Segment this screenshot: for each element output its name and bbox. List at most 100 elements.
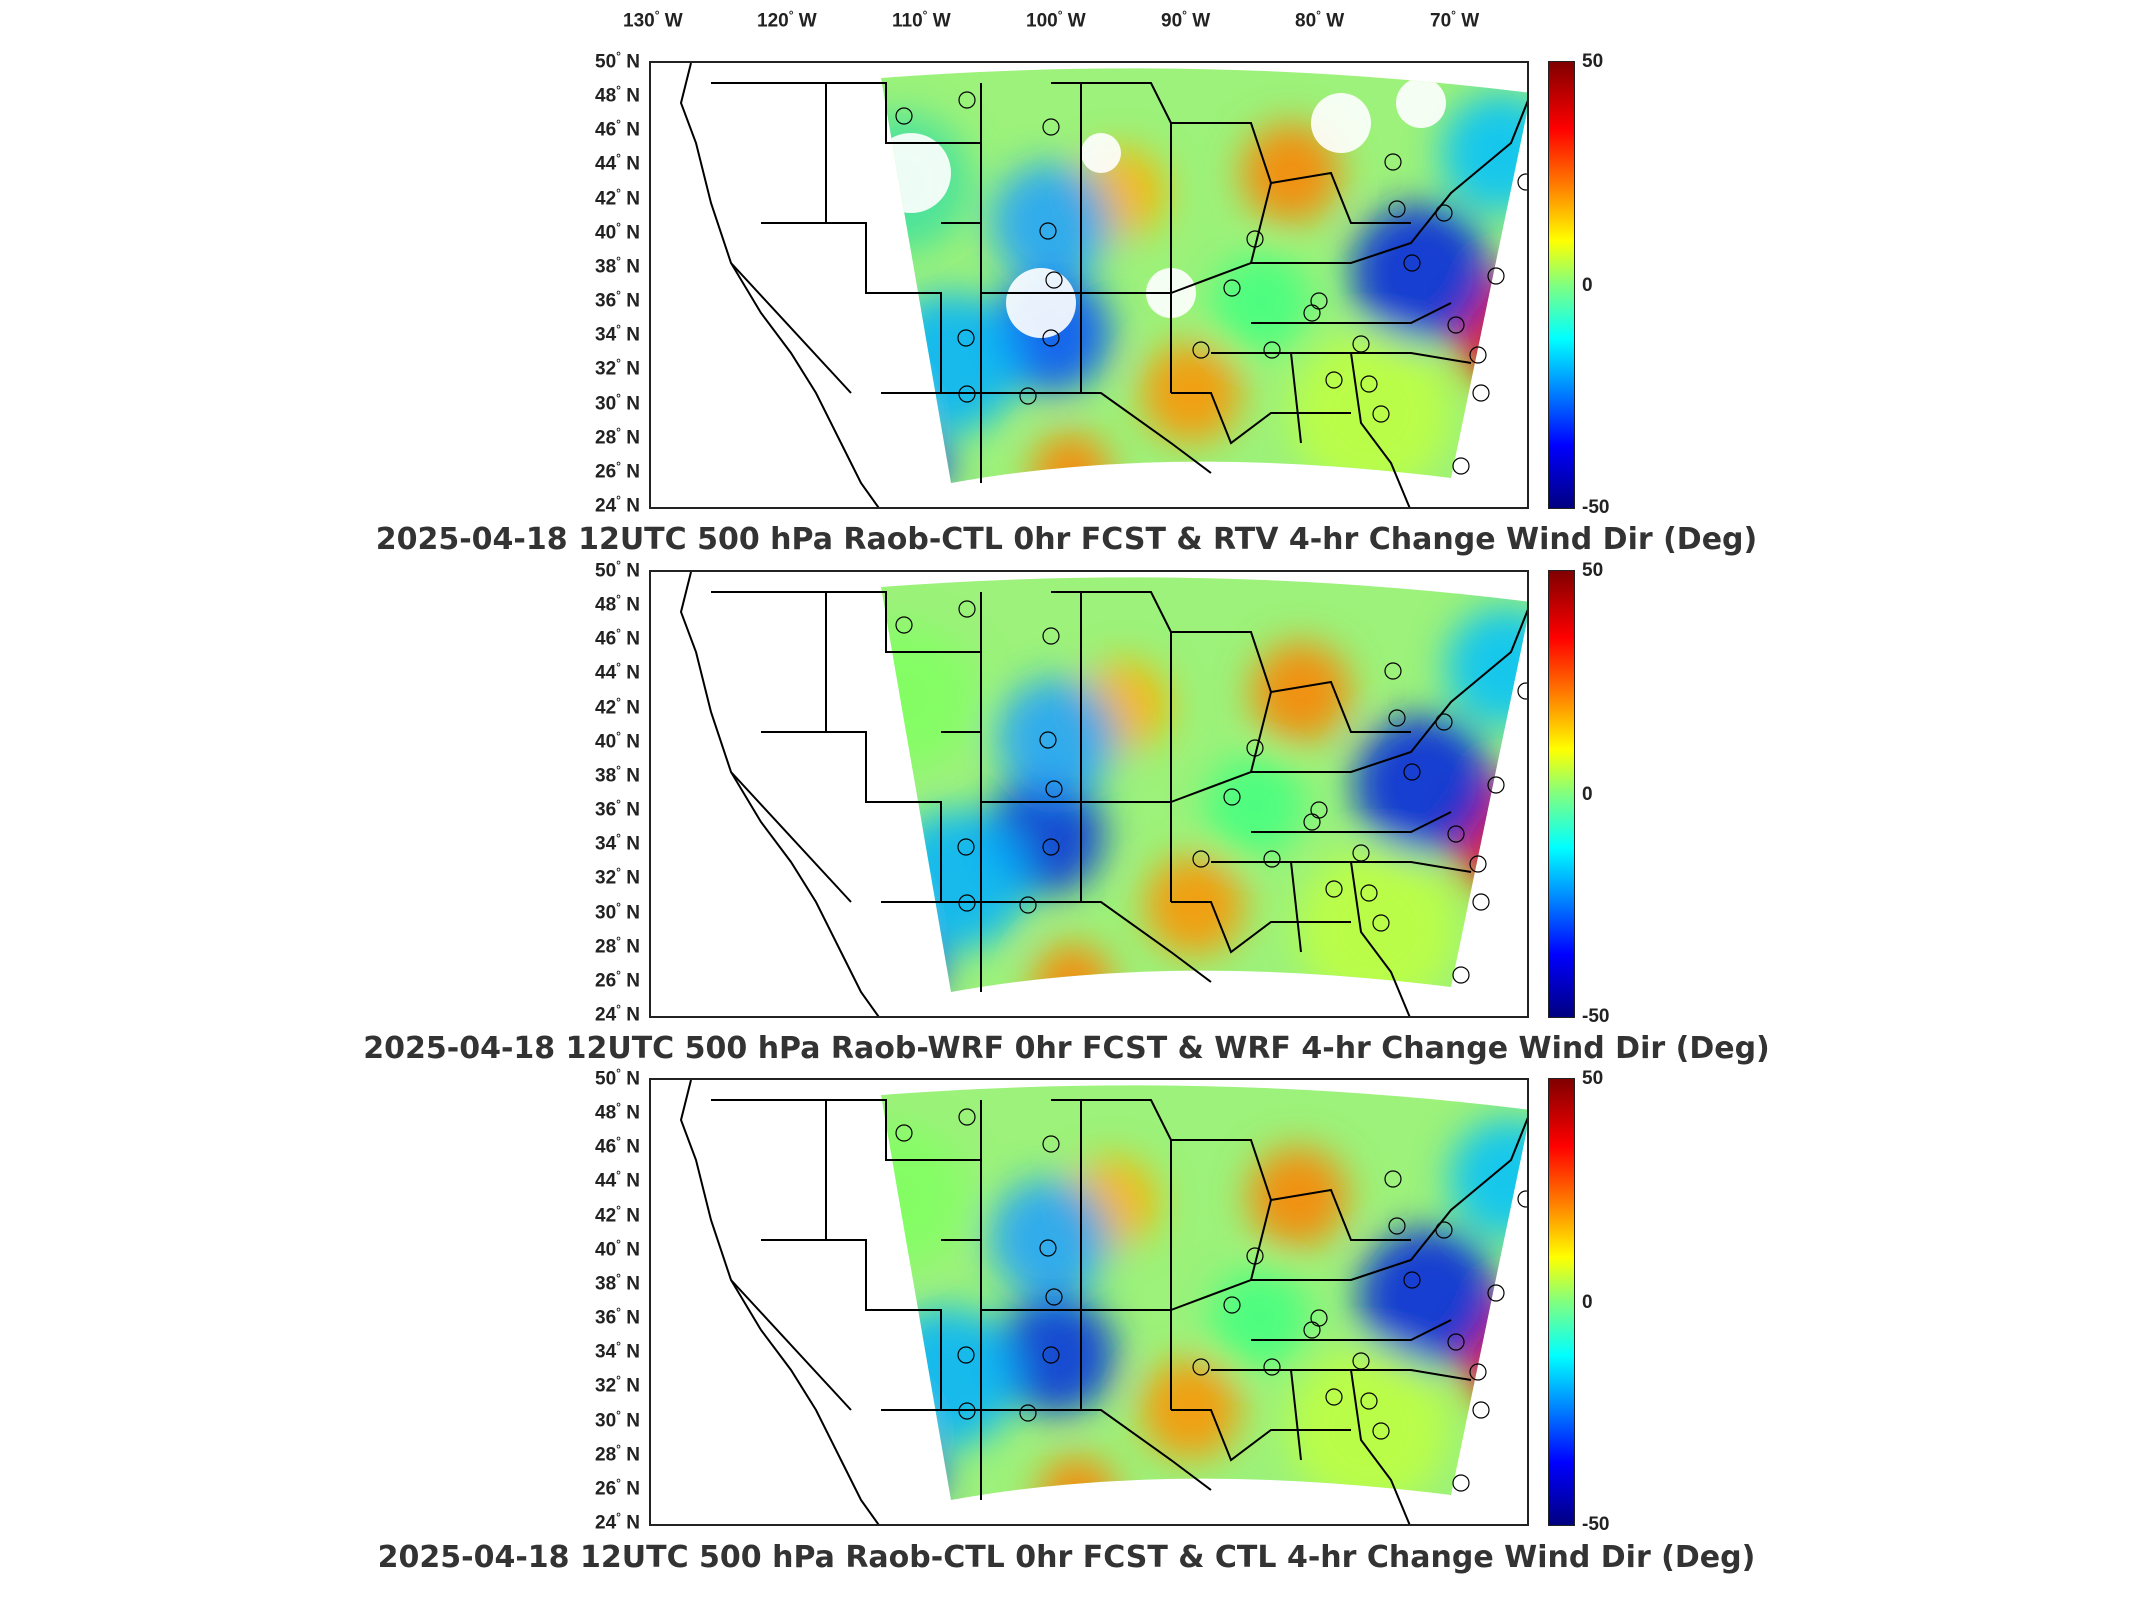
degree-symbol: ° — [616, 1339, 621, 1354]
lat-tick-value: 28 — [595, 427, 617, 449]
lat-hemisphere: N — [626, 1375, 640, 1397]
raob-station-marker — [1469, 1363, 1487, 1381]
lat-tick-value: 28 — [595, 1444, 617, 1466]
map-panel — [649, 570, 1529, 1018]
raob-station-marker — [1042, 118, 1060, 136]
lat-hemisphere: N — [626, 1341, 640, 1363]
lat-tick-label: 48° N — [574, 592, 640, 616]
raob-stations — [895, 91, 1527, 475]
degree-symbol: ° — [616, 660, 621, 675]
lon-hemisphere: W — [1461, 10, 1480, 32]
lat-hemisphere: N — [626, 1239, 640, 1261]
degree-symbol: ° — [616, 1236, 621, 1251]
lat-hemisphere: N — [626, 970, 640, 992]
lat-tick-label: 36° N — [574, 1305, 640, 1329]
lat-tick-value: 44 — [595, 1170, 617, 1192]
raob-station-marker — [1325, 371, 1343, 389]
lat-tick-value: 32 — [595, 867, 617, 889]
wind-direction-change-map — [679, 572, 1527, 1016]
lat-tick-label: 48° N — [574, 83, 640, 107]
colorbar-min-value: -50 — [1582, 1514, 1610, 1535]
raob-station-marker — [1452, 457, 1470, 475]
raob-station-marker — [1263, 1358, 1281, 1376]
panel-title-text: 2025-04-18 12UTC 500 hPa Raob-CTL 0hr FC… — [377, 1540, 1756, 1575]
lat-tick-label: 46° N — [574, 1134, 640, 1158]
lat-tick-value: 50 — [595, 51, 617, 73]
raob-station-marker — [1360, 375, 1378, 393]
lat-tick-value: 24 — [595, 1004, 617, 1026]
lat-tick-label: 44° N — [574, 660, 640, 684]
lat-hemisphere: N — [626, 324, 640, 346]
raob-station-marker — [1403, 763, 1421, 781]
lat-hemisphere: N — [626, 1307, 640, 1329]
lat-tick-value: 24 — [595, 495, 617, 517]
degree-symbol: ° — [616, 694, 621, 709]
lon-hemisphere: W — [798, 10, 817, 32]
lat-tick-label: 34° N — [574, 1339, 640, 1363]
raob-station-marker — [1192, 1358, 1210, 1376]
colorbar-min-value: -50 — [1582, 1006, 1610, 1027]
lon-tick-value: 100 — [1026, 10, 1058, 32]
lat-tick-value: 38 — [595, 765, 617, 787]
raob-station-marker — [1487, 267, 1505, 285]
degree-symbol: ° — [616, 728, 621, 743]
raob-station-marker — [1042, 329, 1060, 347]
lat-tick-label: 32° N — [574, 356, 640, 380]
raob-station-marker — [1372, 914, 1390, 932]
lat-tick-label: 34° N — [574, 322, 640, 346]
lat-tick-value: 34 — [595, 833, 617, 855]
raob-station-marker — [1042, 838, 1060, 856]
lat-hemisphere: N — [626, 1512, 640, 1534]
raob-station-marker — [1447, 316, 1465, 334]
lat-hemisphere: N — [626, 867, 640, 889]
panel-title: 2025-04-18 12UTC 500 hPa Raob-CTL 0hr FC… — [0, 1540, 2133, 1575]
lat-tick-label: 42° N — [574, 186, 640, 210]
degree-symbol: ° — [616, 253, 621, 268]
degree-symbol: ° — [616, 1100, 621, 1115]
lon-hemisphere: W — [932, 10, 951, 32]
degree-symbol: ° — [616, 626, 621, 641]
lat-tick-value: 26 — [595, 1478, 617, 1500]
degree-symbol: ° — [1057, 8, 1063, 22]
raob-station-marker — [1384, 1170, 1402, 1188]
degree-symbol: ° — [1182, 8, 1187, 22]
lat-tick-value: 30 — [595, 392, 617, 414]
degree-symbol: ° — [616, 592, 621, 607]
lat-tick-value: 48 — [595, 85, 617, 107]
panel-title-text: 2025-04-18 12UTC 500 hPa Raob-CTL 0hr FC… — [375, 522, 1758, 557]
colorbar-min-label: -50 — [1582, 1514, 1609, 1536]
raob-station-marker — [1447, 1333, 1465, 1351]
lat-tick-value: 24 — [595, 1512, 617, 1534]
colorbar-max-label: 50 — [1582, 560, 1603, 582]
raob-station-marker — [1039, 731, 1057, 749]
raob-station-marker — [1246, 1247, 1264, 1265]
colorbar-min-label: -50 — [1582, 1006, 1609, 1028]
colorbar-max-label: 50 — [1582, 51, 1603, 73]
lat-tick-label: 42° N — [574, 695, 640, 719]
map-panel — [649, 1078, 1529, 1526]
lat-hemisphere: N — [626, 594, 640, 616]
lat-hemisphere: N — [626, 1478, 640, 1500]
degree-symbol: ° — [616, 1475, 621, 1490]
lat-hemisphere: N — [626, 799, 640, 821]
colorbar-max-value: 50 — [1582, 1068, 1604, 1089]
lat-hemisphere: N — [626, 358, 640, 380]
lat-tick-label: 24° N — [574, 1510, 640, 1534]
raob-station-marker — [1325, 1388, 1343, 1406]
lat-hemisphere: N — [626, 256, 640, 278]
lat-tick-value: 32 — [595, 358, 617, 380]
raob-station-marker — [1435, 713, 1453, 731]
lat-tick-label: 34° N — [574, 831, 640, 855]
lat-hemisphere: N — [626, 560, 640, 582]
lat-tick-value: 28 — [595, 936, 617, 958]
raob-station-marker — [1042, 627, 1060, 645]
raob-station-marker — [958, 385, 976, 403]
raob-station-marker — [1472, 1401, 1490, 1419]
lat-tick-label: 36° N — [574, 288, 640, 312]
lat-tick-label: 44° N — [574, 151, 640, 175]
degree-symbol: ° — [616, 117, 621, 132]
lat-tick-label: 28° N — [574, 425, 640, 449]
lat-tick-value: 50 — [595, 560, 617, 582]
color-field — [881, 577, 1527, 993]
raob-station-marker — [1303, 1321, 1321, 1339]
